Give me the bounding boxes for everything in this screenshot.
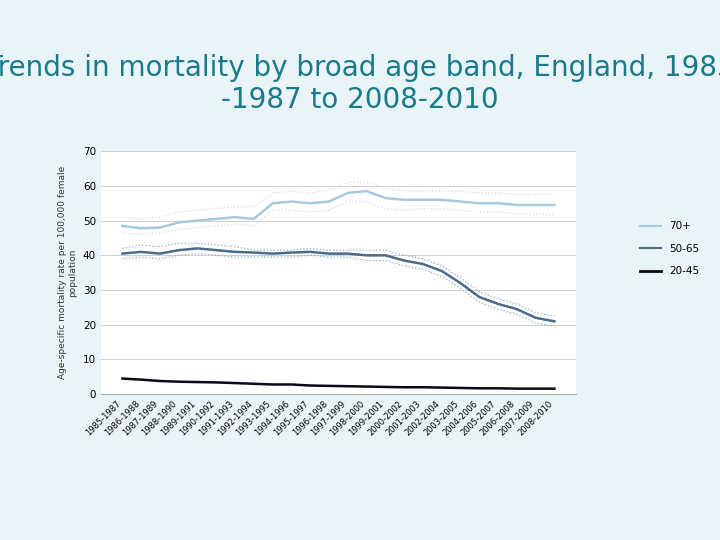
Y-axis label: Age-specific mortality rate per 100,000 female
population: Age-specific mortality rate per 100,000 … xyxy=(58,166,77,379)
Text: Trends in mortality by broad age band, England, 1985
-1987 to 2008-2010: Trends in mortality by broad age band, E… xyxy=(0,54,720,114)
Legend: 70+, 50-65, 20-45: 70+, 50-65, 20-45 xyxy=(636,217,704,280)
